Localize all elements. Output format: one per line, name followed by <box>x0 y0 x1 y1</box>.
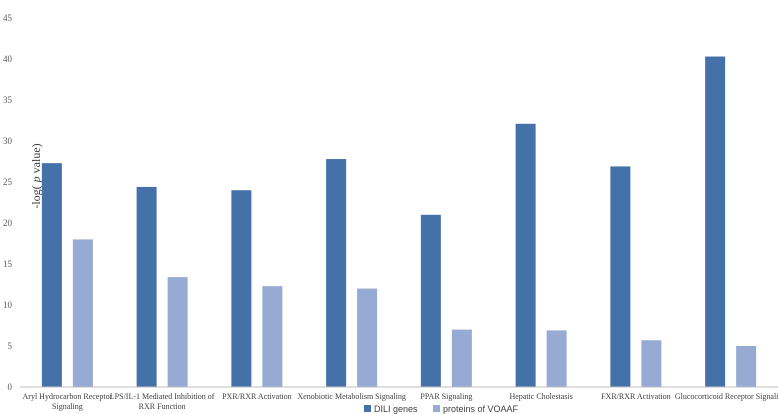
y-tick-label: 20 <box>3 218 13 228</box>
category-label: Hepatic Cholestasis <box>509 392 572 401</box>
bar-dili-genes <box>705 56 726 387</box>
y-tick-label: 10 <box>3 300 13 310</box>
y-tick-label: 0 <box>8 382 13 392</box>
y-axis-label: -log( p value) <box>29 143 43 208</box>
category-label: LPS/IL-1 Mediated Inhibition of <box>110 392 215 401</box>
y-tick-label: 15 <box>3 259 13 269</box>
bar-proteins-of-voaaf <box>72 239 93 387</box>
legend: DILI genes proteins of VOAAF <box>364 404 519 414</box>
y-tick-label: 5 <box>8 341 13 351</box>
category-label: FXR/RXR Activation <box>601 392 671 401</box>
bars <box>41 56 757 387</box>
bar-proteins-of-voaaf <box>167 277 188 387</box>
y-tick-label: 35 <box>3 95 13 105</box>
y-tick-label: 30 <box>3 136 13 146</box>
bar-proteins-of-voaaf <box>546 330 567 387</box>
y-tick-label: 45 <box>3 13 13 23</box>
legend-label: DILI genes <box>374 404 418 414</box>
bar-proteins-of-voaaf <box>357 288 378 387</box>
bar-dili-genes <box>231 190 252 387</box>
legend-swatch <box>433 405 440 412</box>
y-tick-label: 25 <box>3 177 13 187</box>
bar-proteins-of-voaaf <box>262 286 283 387</box>
legend-swatch <box>364 405 371 412</box>
bar-dili-genes <box>326 159 347 387</box>
category-label: RXR Function <box>139 402 186 411</box>
y-axis-ticks: 0 5 10 15 20 25 30 35 40 45 <box>3 13 13 392</box>
bar-proteins-of-voaaf <box>736 346 757 387</box>
bar-dili-genes <box>41 163 62 387</box>
category-label: Glucocorticoid Receptor Signaling <box>675 392 778 401</box>
category-label: Signaling <box>52 402 83 411</box>
bar-dili-genes <box>515 123 536 387</box>
bar-dili-genes <box>420 214 441 387</box>
bar-proteins-of-voaaf <box>641 340 662 387</box>
bar-proteins-of-voaaf <box>451 329 472 387</box>
category-label: PXR/RXR Activation <box>222 392 292 401</box>
bar-dili-genes <box>610 166 631 387</box>
y-tick-label: 40 <box>3 54 13 64</box>
bar-dili-genes <box>136 186 157 387</box>
category-label: PPAR Signaling <box>420 392 472 401</box>
category-label: Xenobiotic Metabolism Signaling <box>297 392 405 401</box>
category-label: Aryl Hydrocarbon Receptor <box>23 392 113 401</box>
legend-label: proteins of VOAAF <box>443 404 519 414</box>
